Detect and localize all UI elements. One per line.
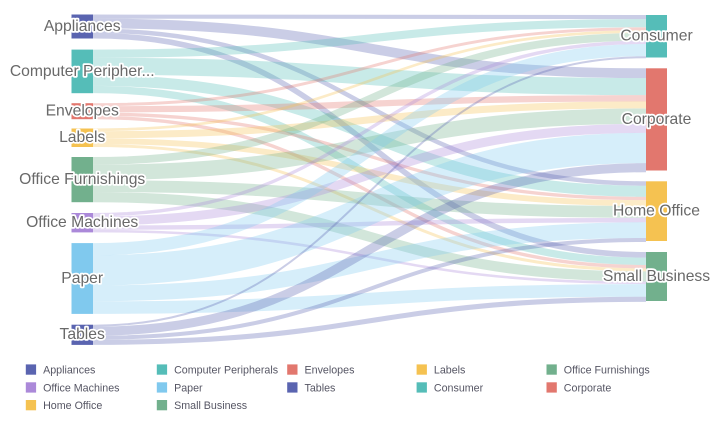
svg-text:Consumer: Consumer	[434, 382, 484, 394]
svg-text:Office Machines: Office Machines	[43, 382, 119, 394]
svg-text:Office Furnishings: Office Furnishings	[19, 171, 145, 188]
svg-text:Computer Peripherals: Computer Peripherals	[174, 364, 278, 376]
svg-text:Paper: Paper	[174, 382, 203, 394]
svg-text:Home Office: Home Office	[43, 400, 102, 412]
svg-text:Labels: Labels	[434, 364, 466, 376]
svg-text:Envelopes: Envelopes	[46, 103, 119, 120]
svg-text:Office Furnishings: Office Furnishings	[564, 364, 650, 376]
svg-text:Appliances: Appliances	[44, 18, 121, 35]
svg-text:Envelopes: Envelopes	[305, 364, 355, 376]
svg-text:Small Business: Small Business	[174, 400, 247, 412]
svg-text:Appliances: Appliances	[43, 364, 95, 376]
svg-text:Tables: Tables	[60, 326, 106, 343]
svg-text:Corporate: Corporate	[622, 111, 692, 128]
svg-text:Corporate: Corporate	[564, 382, 612, 394]
svg-text:Labels: Labels	[59, 129, 105, 146]
svg-text:Paper: Paper	[61, 270, 103, 287]
svg-text:Tables: Tables	[305, 382, 336, 394]
svg-text:Small Business: Small Business	[603, 268, 710, 285]
svg-text:Office Machines: Office Machines	[26, 214, 138, 231]
svg-text:Computer Peripher...: Computer Peripher...	[10, 63, 155, 80]
svg-text:Consumer: Consumer	[620, 28, 692, 45]
svg-text:Home Office: Home Office	[613, 203, 700, 220]
